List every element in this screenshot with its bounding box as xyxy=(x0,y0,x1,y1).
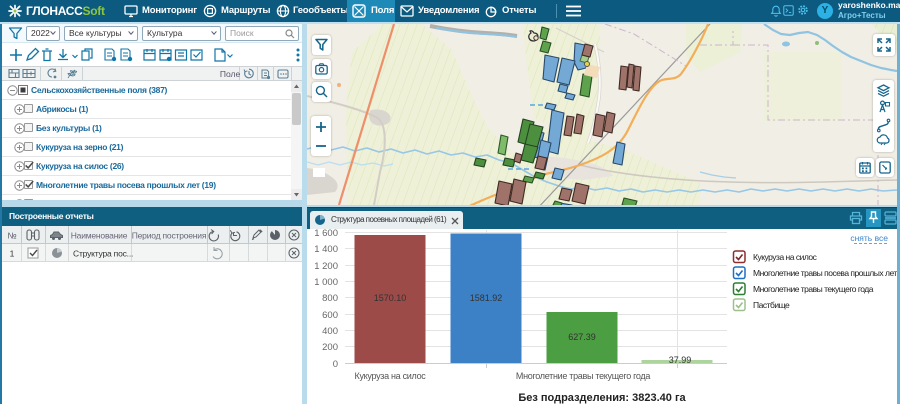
svg-text:снять все: снять все xyxy=(850,233,888,243)
svg-text:Наименование: Наименование xyxy=(71,231,128,241)
svg-text:1570.10: 1570.10 xyxy=(374,293,407,303)
svg-text:600: 600 xyxy=(322,310,338,321)
svg-text:0: 0 xyxy=(333,359,338,370)
svg-text:1 400: 1 400 xyxy=(314,244,338,255)
svg-text:1 000: 1 000 xyxy=(314,277,338,288)
svg-text:№: № xyxy=(7,231,16,241)
svg-text:1: 1 xyxy=(10,249,15,259)
svg-text:Многолетние травы текущего год: Многолетние травы текущего года xyxy=(516,371,650,381)
svg-text:Многолетние травы посева прошл: Многолетние травы посева прошлых лет xyxy=(753,268,897,278)
svg-text:Кукуруза на силос: Кукуруза на силос xyxy=(753,252,818,262)
svg-text:1 200: 1 200 xyxy=(314,261,338,272)
svg-text:Период построения: Период построения xyxy=(132,231,207,241)
svg-text:Поле: Поле xyxy=(220,69,241,79)
svg-text:200: 200 xyxy=(322,342,338,353)
svg-text:627.39: 627.39 xyxy=(568,332,596,342)
svg-text:Без подразделения: 3823.40 га: Без подразделения: 3823.40 га xyxy=(518,392,686,404)
svg-text:Многолетние травы текущего год: Многолетние травы текущего года xyxy=(753,284,874,294)
svg-text:400: 400 xyxy=(322,326,338,337)
svg-text:Кукуруза на силос: Кукуруза на силос xyxy=(355,371,427,381)
svg-text:1 600: 1 600 xyxy=(314,229,338,239)
svg-text:Структура пос...: Структура пос... xyxy=(73,249,133,259)
svg-text:800: 800 xyxy=(322,293,338,304)
svg-text:Пастбище: Пастбище xyxy=(753,300,790,310)
svg-text:37.99: 37.99 xyxy=(669,355,692,365)
svg-text:1581.92: 1581.92 xyxy=(470,293,503,303)
